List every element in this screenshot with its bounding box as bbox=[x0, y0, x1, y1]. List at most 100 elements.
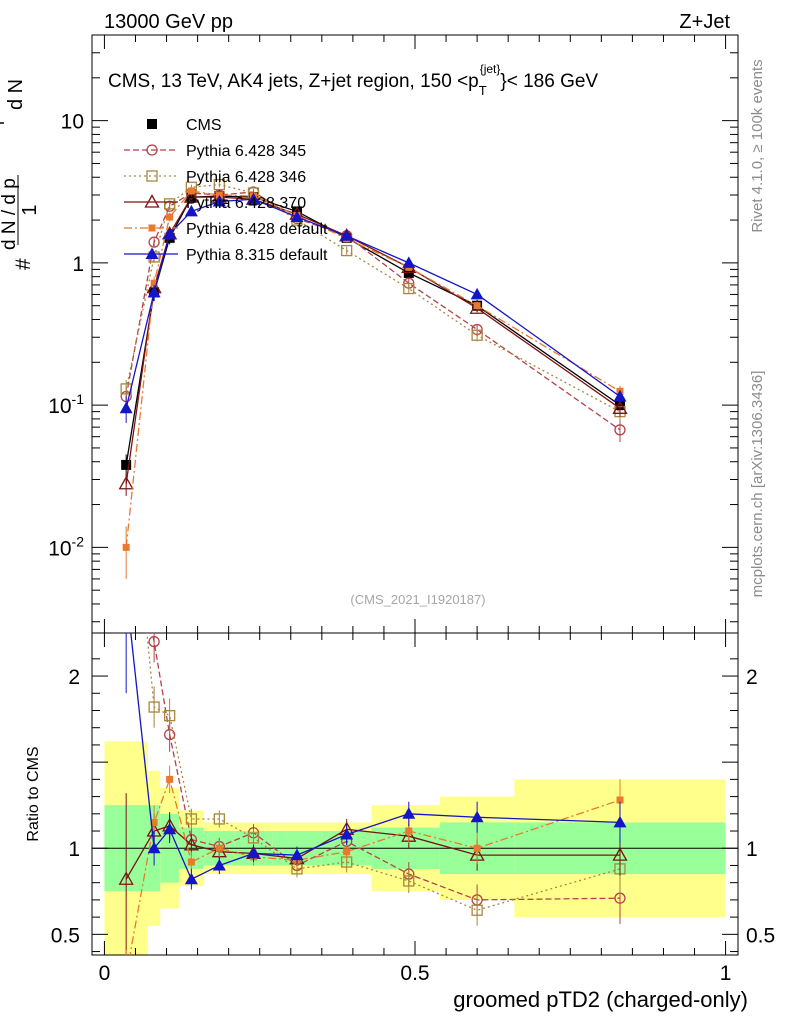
svg-text:1: 1 bbox=[19, 204, 41, 215]
y-tick-label-ratio-right-0: 0.5 bbox=[746, 924, 775, 947]
ratio-3-point-3 bbox=[183, 836, 199, 851]
ratio-2-point-3 bbox=[185, 813, 198, 825]
series-4-point-0 bbox=[122, 543, 130, 551]
series-4-point-1 bbox=[150, 279, 158, 287]
ratio-5-point-0 bbox=[120, 583, 133, 595]
header-left: 13000 GeV pp bbox=[104, 11, 233, 33]
ratio-4-point-4 bbox=[215, 844, 223, 852]
series-5-point-2 bbox=[163, 227, 177, 239]
ratio-5-point-10 bbox=[613, 815, 627, 828]
series-5-point-4 bbox=[212, 195, 226, 207]
ratio-2-point-1 bbox=[148, 701, 160, 713]
legend-label-3: Pythia 6.428 370 bbox=[186, 195, 306, 212]
y-axis-label-main: # 1 d N / d p # d N d p d λ bbox=[0, 79, 41, 270]
ratio-series-group bbox=[118, 499, 628, 979]
y-tick-label-main-1: 10-1 bbox=[48, 391, 84, 418]
tick-labels: 0 0.5 1 10-2 10-1 1 10 0.5 0.5 1 1 2 2 bbox=[48, 111, 775, 985]
series-0-point-0 bbox=[121, 459, 132, 470]
series-4-point-4 bbox=[215, 191, 223, 199]
ratio-2-point-8 bbox=[403, 875, 415, 887]
legend-marker-2 bbox=[146, 170, 158, 182]
y-tick-label-ratio-1: 1 bbox=[68, 838, 80, 861]
header-right: Z+Jet bbox=[679, 11, 730, 33]
chart-title: CMS, 13 TeV, AK4 jets, Z+jet region, 150… bbox=[108, 62, 598, 98]
ratio-4-point-2 bbox=[166, 775, 174, 783]
ratio-4-point-0 bbox=[123, 972, 130, 979]
y-tick-label-main-3: 10 bbox=[61, 111, 84, 134]
series-line-3 bbox=[125, 196, 621, 484]
y-tick-label-ratio-2: 2 bbox=[68, 666, 80, 689]
ratio-5-point-8 bbox=[402, 807, 416, 819]
series-4-point-9 bbox=[473, 302, 481, 310]
series-2-point-7 bbox=[341, 244, 353, 257]
legend-label-1: Pythia 6.428 345 bbox=[186, 143, 306, 160]
series-5-point-1 bbox=[147, 285, 161, 298]
ratio-3-point-10 bbox=[612, 847, 628, 861]
mcplots-label: mcplots.cern.ch [arXiv:1306.3436] bbox=[749, 371, 766, 598]
ratio-2-point-4 bbox=[213, 813, 225, 825]
x-tick-label-1: 0.5 bbox=[400, 962, 429, 985]
y-tick-label-ratio-right-1: 1 bbox=[746, 838, 758, 861]
legend-marker-3 bbox=[144, 194, 160, 208]
ratio-4-point-8 bbox=[405, 827, 413, 835]
series-5-point-7 bbox=[340, 229, 354, 241]
legend-label-5: Pythia 8.315 default bbox=[186, 247, 328, 264]
ratio-4-point-1 bbox=[150, 818, 158, 826]
legend-marker-4 bbox=[148, 224, 156, 232]
svg-text:d p d λ: d p d λ bbox=[0, 86, 4, 140]
legend: CMS Pythia 6.428 345 Pythia 6.428 346 Pythi… bbox=[124, 117, 328, 264]
analysis-reference: (CMS_2021_I1920187) bbox=[350, 592, 485, 607]
series-line-4 bbox=[125, 190, 621, 548]
legend-label-4: Pythia 6.428 default bbox=[186, 221, 328, 238]
ratio-4-point-9 bbox=[473, 844, 481, 852]
legend-marker-1 bbox=[146, 144, 158, 156]
ratio-5-point-4 bbox=[212, 858, 226, 871]
series-1-point-10 bbox=[614, 424, 626, 436]
series-3-point-3 bbox=[183, 189, 199, 203]
x-tick-label-2: 1 bbox=[720, 962, 732, 985]
y-tick-label-ratio-0: 0.5 bbox=[51, 924, 80, 947]
svg-text:#: # bbox=[12, 258, 35, 270]
ratio-4-point-3 bbox=[187, 858, 195, 866]
series-2-point-9 bbox=[471, 329, 483, 341]
ratio-5-point-3 bbox=[184, 872, 198, 885]
main-series-group bbox=[118, 178, 628, 579]
ratio-4-point-10 bbox=[616, 796, 624, 804]
ratio-5-point-1 bbox=[147, 841, 161, 854]
series-5-point-10 bbox=[613, 389, 627, 402]
series-2-point-8 bbox=[403, 282, 415, 295]
series-5-point-6 bbox=[290, 210, 304, 223]
ratio-2-point-5 bbox=[247, 832, 260, 844]
ratio-3-point-0 bbox=[118, 871, 134, 885]
ratio-1-point-0 bbox=[121, 499, 131, 509]
series-5-point-3 bbox=[184, 204, 198, 217]
series-2-point-2 bbox=[163, 198, 176, 210]
ratio-5-point-9 bbox=[470, 810, 484, 823]
y-tick-label-ratio-right-2: 2 bbox=[746, 666, 758, 689]
legend-label-2: Pythia 6.428 346 bbox=[186, 169, 306, 186]
y-tick-label-main-2: 1 bbox=[72, 253, 84, 276]
series-4-point-2 bbox=[166, 213, 174, 221]
ratio-5-point-7 bbox=[340, 827, 354, 840]
y-axis-label-ratio: Ratio to CMS bbox=[25, 746, 42, 841]
x-axis-label: groomed pTD2 (charged-only) bbox=[453, 987, 748, 1012]
ratio-5-point-6 bbox=[290, 848, 304, 861]
legend-marker-5 bbox=[145, 247, 159, 259]
y-tick-label-main-0: 10-2 bbox=[48, 533, 84, 560]
series-5-point-0 bbox=[119, 401, 133, 414]
ratio-2-point-9 bbox=[471, 904, 483, 916]
rivet-version-label: Rivet 4.1.0, ≥ 100k events bbox=[749, 59, 766, 232]
ratio-4-point-7 bbox=[343, 848, 351, 856]
ratio-1-point-1 bbox=[148, 635, 160, 648]
svg-text:d N: d N bbox=[5, 79, 27, 110]
ratio-5-point-2 bbox=[163, 822, 177, 835]
series-3-point-10 bbox=[612, 400, 628, 414]
series-5-point-9 bbox=[470, 287, 484, 300]
x-tick-label-0: 0 bbox=[99, 962, 111, 985]
legend-label-0: CMS bbox=[186, 117, 222, 134]
axis-ticks bbox=[92, 34, 738, 955]
ratio-5-point-5 bbox=[247, 846, 260, 859]
series-5-point-5 bbox=[247, 192, 260, 205]
series-5-point-8 bbox=[402, 256, 416, 268]
